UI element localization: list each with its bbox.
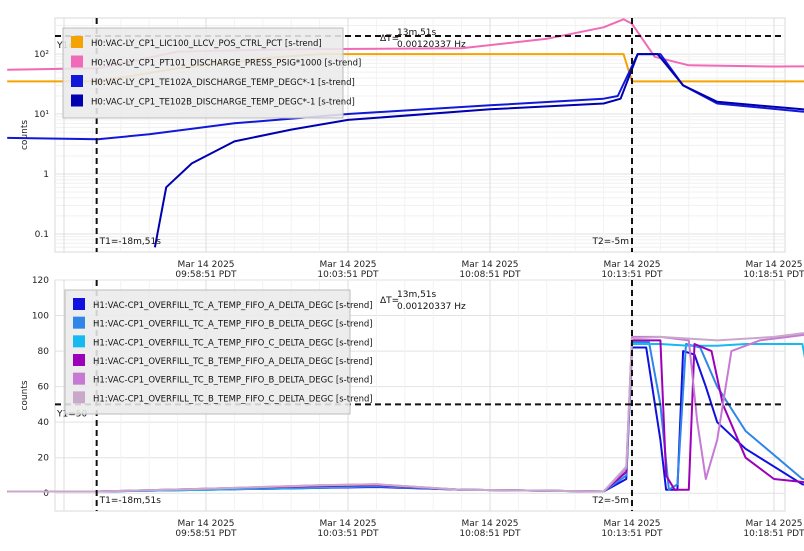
legend-entry: H0:VAC-LY_CP1_TE102B_DISCHARGE_TEMP_DEGC… — [91, 98, 355, 108]
legend-swatch — [71, 75, 83, 87]
y-tick-label: 120 — [32, 276, 49, 286]
x-tick-time: 10:08:51 PDT — [459, 529, 521, 539]
legend-swatch — [71, 55, 83, 68]
x-tick-time: 10:08:51 PDT — [459, 270, 521, 280]
series-group — [7, 332, 804, 493]
legend-box — [64, 289, 351, 415]
x-tick-date: Mar 14 2025 — [461, 260, 518, 270]
y-tick-label: 80 — [38, 347, 50, 357]
series-line-4 — [153, 53, 804, 248]
legend-entry: H1:VAC-CP1_OVERFILL_TC_A_TEMP_FIFO_C_DEL… — [93, 338, 373, 348]
y-tick-label: 0.1 — [35, 230, 49, 240]
x-tick-date: Mar 14 2025 — [745, 519, 802, 529]
x-tick-date: Mar 14 2025 — [319, 519, 376, 529]
cursor-t1-label: T1=-18m,51s — [99, 496, 162, 506]
x-tick-time: 10:18:51 PDT — [743, 529, 804, 539]
x-tick-time: 09:58:51 PDT — [175, 270, 237, 280]
cursor-t1-label: T1=-18m,51s — [99, 237, 162, 247]
y-tick-label: 100 — [32, 312, 49, 322]
y-tick-label: 20 — [38, 454, 50, 464]
legend-swatch — [73, 298, 85, 310]
x-tick-time: 10:03:51 PDT — [317, 529, 379, 539]
legend-swatch — [71, 94, 83, 107]
legend-entry: H1:VAC-CP1_OVERFILL_TC_A_TEMP_FIFO_B_DEL… — [93, 320, 373, 330]
cursor-t2-label: T2=-5m — [591, 496, 629, 506]
legend-entry: H1:VAC-CP1_OVERFILL_TC_A_TEMP_FIFO_A_DEL… — [93, 301, 373, 311]
cursor-t2-label: T2=-5m — [591, 237, 629, 247]
y-tick-label: 40 — [38, 418, 50, 428]
y-tick-label: 10¹ — [34, 110, 49, 120]
series-line-6 — [7, 332, 804, 493]
legend-entry: H0:VAC-LY_CP1_PT101_DISCHARGE_PRESS_PSIG… — [91, 59, 361, 69]
legend: H0:VAC-LY_CP1_LIC100_LLCV_POS_CTRL_PCT [… — [62, 27, 361, 119]
legend-entry: H1:VAC-CP1_OVERFILL_TC_B_TEMP_FIFO_C_DEL… — [93, 394, 373, 404]
x-tick-date: Mar 14 2025 — [319, 260, 376, 270]
x-tick-time: 10:13:51 PDT — [601, 270, 663, 280]
series-line-3 — [7, 53, 804, 141]
legend-swatch — [73, 372, 85, 385]
y-tick-label: 1 — [43, 170, 49, 180]
legend-box — [62, 27, 344, 119]
legend-entry: H1:VAC-CP1_OVERFILL_TC_B_TEMP_FIFO_A_DEL… — [93, 357, 373, 367]
y-axis-label: counts — [20, 380, 30, 410]
legend-swatch — [73, 354, 85, 366]
legend-entry: H1:VAC-CP1_OVERFILL_TC_B_TEMP_FIFO_B_DEL… — [93, 376, 373, 386]
legend-swatch — [73, 335, 85, 348]
legend-entry: H0:VAC-LY_CP1_LIC100_LLCV_POS_CTRL_PCT [… — [91, 39, 322, 49]
x-tick-time: 09:58:51 PDT — [175, 529, 237, 539]
delta-t-value: 13m,51s — [397, 290, 437, 300]
delta-t-label: ΔT= — [380, 34, 399, 44]
legend: H1:VAC-CP1_OVERFILL_TC_A_TEMP_FIFO_A_DEL… — [64, 289, 373, 415]
x-tick-time: 10:13:51 PDT — [601, 529, 663, 539]
delta-t-freq: 0.00120337 Hz — [397, 40, 466, 50]
legend-swatch — [73, 391, 85, 404]
legend-entry: H0:VAC-LY_CP1_TE102A_DISCHARGE_TEMP_DEGC… — [91, 78, 355, 88]
legend-swatch — [71, 36, 83, 48]
y-tick-label: 60 — [38, 383, 50, 393]
x-tick-date: Mar 14 2025 — [745, 260, 802, 270]
x-tick-date: Mar 14 2025 — [177, 519, 234, 529]
delta-t-label: ΔT= — [380, 296, 399, 306]
legend-swatch — [73, 316, 85, 329]
x-tick-time: 10:03:51 PDT — [317, 270, 379, 280]
y-tick-label: 10² — [34, 50, 49, 60]
y-axis-label: counts — [20, 120, 30, 150]
x-tick-date: Mar 14 2025 — [603, 519, 660, 529]
x-tick-date: Mar 14 2025 — [603, 260, 660, 270]
x-tick-date: Mar 14 2025 — [177, 260, 234, 270]
delta-t-value: 13m,51s — [397, 28, 437, 38]
x-tick-time: 10:18:51 PDT — [743, 270, 804, 280]
y-tick-label: 0 — [43, 489, 49, 499]
x-tick-date: Mar 14 2025 — [461, 519, 518, 529]
delta-t-freq: 0.00120337 Hz — [397, 302, 466, 312]
